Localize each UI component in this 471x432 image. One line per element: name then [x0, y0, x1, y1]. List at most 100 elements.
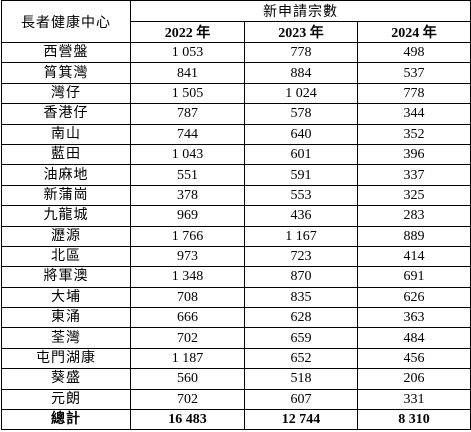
centre-name: 荃灣	[1, 327, 131, 349]
data-row: 北區 973 723 414	[1, 245, 471, 268]
count-cell: 778	[244, 41, 358, 64]
count-cell: 518	[244, 368, 358, 390]
count-cell: 778	[356, 82, 471, 105]
count-cell: 331	[356, 388, 471, 411]
data-row: 油麻地 551 591 337	[1, 164, 471, 186]
centre-name: 北區	[1, 245, 131, 268]
count-cell: 12 744	[244, 409, 358, 431]
centre-name: 油麻地	[1, 164, 131, 186]
data-row: 將軍澳 1 348 870 691	[1, 266, 471, 288]
count-cell: 378	[130, 184, 245, 207]
centre-name: 總計	[1, 409, 131, 431]
total-row: 總計 16 483 12 744 8 310	[1, 409, 471, 431]
count-cell: 1 348	[130, 266, 245, 288]
data-row: 西營盤 1 053 778 498	[1, 41, 471, 64]
count-cell: 560	[130, 368, 245, 390]
data-row: 大埔 708 835 626	[1, 286, 471, 309]
data-row: 瀝源 1 766 1 167 889	[1, 225, 471, 247]
count-cell: 691	[356, 266, 471, 288]
count-cell: 396	[356, 143, 471, 166]
year-header: 2023 年	[244, 21, 358, 43]
data-row: 元朗 702 607 331	[1, 388, 471, 411]
centre-name: 將軍澳	[1, 266, 131, 288]
count-cell: 787	[130, 103, 245, 125]
centre-name: 西營盤	[1, 41, 131, 64]
year-header: 2022 年	[130, 21, 245, 43]
count-cell: 1 766	[130, 225, 245, 247]
count-cell: 659	[244, 327, 358, 349]
centre-name: 九龍城	[1, 205, 131, 227]
centre-name: 南山	[1, 123, 131, 145]
count-cell: 1 053	[130, 41, 245, 64]
count-cell: 870	[244, 266, 358, 288]
data-row: 新蒲崗 378 553 325	[1, 184, 471, 207]
data-row: 灣仔 1 505 1 024 778	[1, 82, 471, 105]
count-cell: 16 483	[130, 409, 245, 431]
count-cell: 498	[356, 41, 471, 64]
count-cell: 744	[130, 123, 245, 145]
table-body: 西營盤 1 053 778 498 筲箕灣 841 884 537 灣仔 1 505 1 024 77…	[1, 41, 471, 431]
centre-name: 元朗	[1, 388, 131, 411]
count-cell: 666	[130, 307, 245, 329]
count-cell: 652	[244, 347, 358, 370]
count-cell: 344	[356, 103, 471, 125]
count-cell: 591	[244, 164, 358, 186]
count-cell: 551	[130, 164, 245, 186]
count-cell: 363	[356, 307, 471, 329]
count-cell: 1 187	[130, 347, 245, 370]
data-row: 筲箕灣 841 884 537	[1, 62, 471, 84]
group-header: 新申請宗數	[129, 0, 471, 22]
centre-name: 瀝源	[1, 225, 131, 247]
data-row: 南山 744 640 352	[1, 123, 471, 145]
count-cell: 835	[244, 286, 358, 309]
count-cell: 436	[244, 205, 358, 227]
centre-name: 大埔	[1, 286, 131, 309]
count-cell: 1 167	[244, 225, 358, 247]
data-row: 屯門湖康 1 187 652 456	[1, 347, 471, 370]
count-cell: 337	[356, 164, 471, 186]
count-cell: 601	[244, 143, 358, 166]
count-cell: 841	[130, 62, 245, 84]
centre-name: 新蒲崗	[1, 184, 131, 207]
count-cell: 626	[356, 286, 471, 309]
count-cell: 607	[244, 388, 358, 411]
count-cell: 702	[130, 388, 245, 411]
count-cell: 1 505	[130, 82, 245, 105]
count-cell: 8 310	[356, 409, 471, 431]
count-cell: 484	[356, 327, 471, 349]
centre-name: 筲箕灣	[1, 62, 131, 84]
centre-name: 藍田	[1, 143, 131, 166]
count-cell: 969	[130, 205, 245, 227]
count-cell: 456	[356, 347, 471, 370]
centre-name: 屯門湖康	[1, 347, 131, 370]
count-cell: 1 024	[244, 82, 358, 105]
count-cell: 325	[356, 184, 471, 207]
count-cell: 414	[356, 245, 471, 268]
centre-name: 東涌	[1, 307, 131, 329]
count-cell: 884	[244, 62, 358, 84]
centre-name: 灣仔	[1, 82, 131, 105]
data-row: 香港仔 787 578 344	[1, 103, 471, 125]
year-header: 2024 年	[356, 21, 471, 43]
count-cell: 889	[356, 225, 471, 247]
count-cell: 553	[244, 184, 358, 207]
count-cell: 723	[244, 245, 358, 268]
count-cell: 537	[356, 62, 471, 84]
count-cell: 702	[130, 327, 245, 349]
count-cell: 640	[244, 123, 358, 145]
data-row: 荃灣 702 659 484	[1, 327, 471, 349]
centre-name: 葵盛	[1, 368, 131, 390]
count-cell: 1 043	[130, 143, 245, 166]
count-cell: 206	[356, 368, 471, 390]
count-cell: 578	[244, 103, 358, 125]
count-cell: 973	[130, 245, 245, 268]
data-row: 東涌 666 628 363	[1, 307, 471, 329]
count-cell: 352	[356, 123, 471, 145]
count-cell: 283	[356, 205, 471, 227]
corner-header: 長者健康中心	[1, 0, 131, 43]
count-cell: 708	[130, 286, 245, 309]
centre-name: 香港仔	[1, 103, 131, 125]
count-cell: 628	[244, 307, 358, 329]
